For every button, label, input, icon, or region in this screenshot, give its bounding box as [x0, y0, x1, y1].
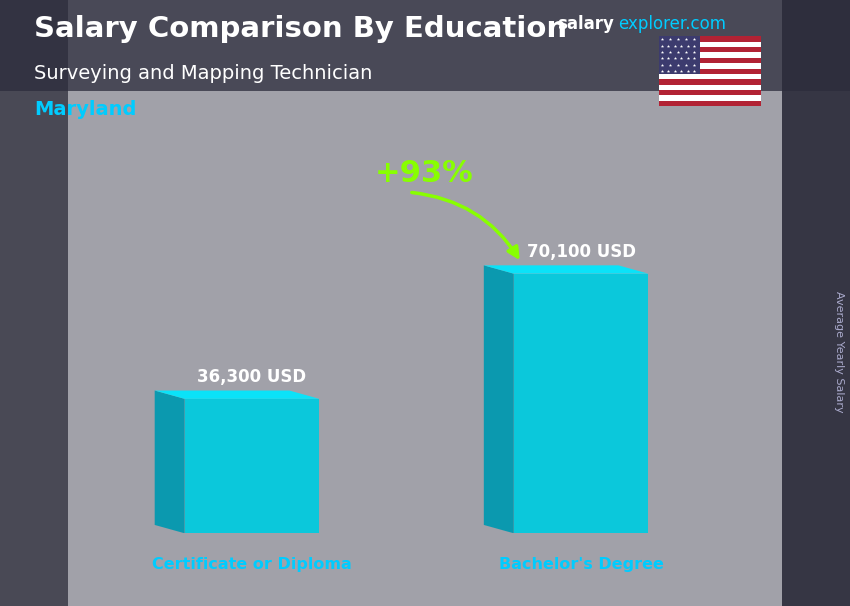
Bar: [659, 53, 761, 58]
Bar: [659, 63, 761, 68]
Bar: [513, 274, 649, 533]
Text: salary: salary: [557, 15, 614, 33]
Polygon shape: [484, 265, 649, 274]
Bar: [659, 74, 761, 79]
Bar: [659, 36, 700, 74]
Text: explorer.com: explorer.com: [618, 15, 726, 33]
Bar: [782, 0, 850, 606]
Bar: [0, 0, 68, 606]
Bar: [659, 79, 761, 85]
Bar: [659, 36, 761, 42]
Text: Certificate or Diploma: Certificate or Diploma: [152, 558, 352, 572]
Bar: [659, 47, 761, 53]
Text: 36,300 USD: 36,300 USD: [197, 368, 307, 386]
Bar: [184, 399, 320, 533]
Polygon shape: [155, 390, 184, 533]
Text: Surveying and Mapping Technician: Surveying and Mapping Technician: [34, 64, 372, 82]
Bar: [0, 0, 850, 91]
Bar: [659, 90, 761, 95]
Text: Bachelor's Degree: Bachelor's Degree: [499, 558, 664, 572]
Bar: [659, 85, 761, 90]
Bar: [659, 101, 761, 106]
Polygon shape: [484, 265, 513, 533]
Text: +93%: +93%: [375, 159, 473, 188]
Bar: [659, 95, 761, 101]
Text: Salary Comparison By Education: Salary Comparison By Education: [34, 15, 567, 43]
Text: Maryland: Maryland: [34, 100, 136, 119]
Text: 70,100 USD: 70,100 USD: [526, 243, 636, 261]
Text: Average Yearly Salary: Average Yearly Salary: [834, 291, 844, 412]
Bar: [659, 58, 761, 63]
Polygon shape: [155, 390, 320, 399]
Bar: [659, 42, 761, 47]
Bar: [659, 68, 761, 74]
